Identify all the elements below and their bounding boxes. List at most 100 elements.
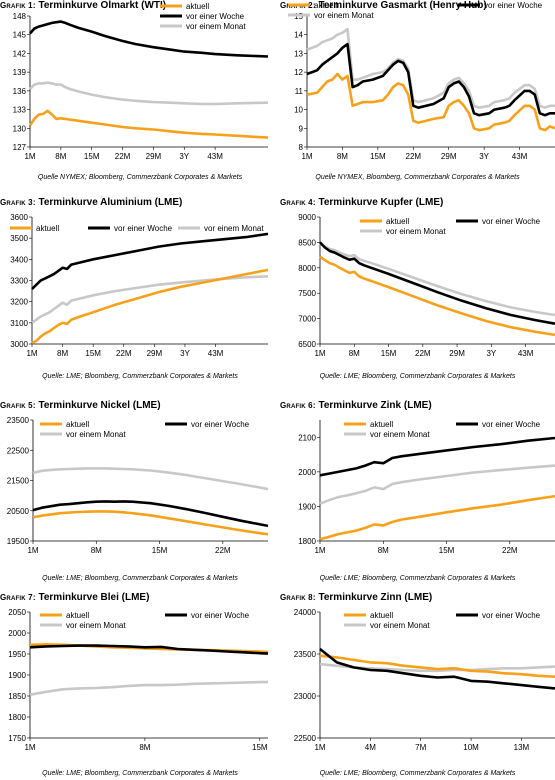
legend-label-3: vor einem Monat xyxy=(386,227,446,236)
y-tick-label: 2100 xyxy=(298,433,316,442)
x-tick-label: 3Y xyxy=(180,349,190,358)
legend-label-3: vor einem Monat xyxy=(66,430,126,439)
x-tick-label: 3Y xyxy=(179,152,189,161)
legend-label-2: vor einer Woche xyxy=(186,12,245,21)
chart-panel-7: Grafik 7: Terminkurve Blei (LME) 1750 180… xyxy=(0,592,280,780)
chart-title-prefix: Grafik 6: xyxy=(280,401,316,410)
x-tick-label: 29M xyxy=(147,349,163,358)
series-line-3 xyxy=(32,467,269,491)
chart-panel-2: Grafik 2: Terminkurve Gasmarkt (Henry Hu… xyxy=(280,0,555,195)
series-line-2 xyxy=(31,232,269,290)
x-tick-label: 43M xyxy=(512,152,528,161)
series-line-1 xyxy=(319,494,555,541)
chart-title-text: Terminkurve Aluminium (LME) xyxy=(38,197,183,208)
chart-plot: 19500 20500 21500 22500 23500 1M 8M 15M 22M aktue… xyxy=(7,416,269,555)
y-tick-label: 130 xyxy=(13,124,27,133)
legend-label-3: vor einem Monat xyxy=(204,224,264,233)
y-tick-label: 3300 xyxy=(10,277,28,286)
x-tick-label: 22M xyxy=(406,152,422,161)
legend-label-1: aktuell xyxy=(66,611,89,620)
series-line-2 xyxy=(319,647,555,690)
y-tick-label: 7500 xyxy=(298,289,316,298)
legend-label-1: aktuell xyxy=(66,420,89,429)
chart-title: Grafik 6: Terminkurve Zink (LME) xyxy=(280,400,432,411)
series-line-3 xyxy=(29,81,269,106)
legend-label-1: aktuell xyxy=(186,2,209,11)
series-line-1 xyxy=(319,255,555,337)
y-tick-label: 1900 xyxy=(8,671,26,680)
x-tick-label: 3Y xyxy=(479,152,489,161)
y-tick-label: 2000 xyxy=(8,629,26,638)
y-tick-label: 2000 xyxy=(298,468,316,477)
chart-title-prefix: Grafik 1: xyxy=(0,1,36,10)
y-tick-label: 23500 xyxy=(294,650,317,659)
y-tick-label: 127 xyxy=(13,143,27,152)
x-tick-label: 1M xyxy=(314,546,325,555)
y-tick-label: 148 xyxy=(13,12,27,21)
x-tick-label: 15M xyxy=(439,546,455,555)
chart-title: Grafik 8: Terminkurve Zinn (LME) xyxy=(280,592,432,603)
chart-title-prefix: Grafik 7: xyxy=(0,593,36,602)
legend-label-1: aktuell xyxy=(314,1,337,10)
chart-source: Quelle: LME; Bloomberg, Commerzbank Corp… xyxy=(42,575,238,582)
chart-title: Grafik 3: Terminkurve Aluminium (LME) xyxy=(0,197,182,208)
x-tick-label: 15M xyxy=(370,152,386,161)
x-tick-label: 13M xyxy=(514,743,530,752)
series-line-2 xyxy=(319,241,555,325)
chart-title-text: Terminkurve Gasmarkt (Henry Hub) xyxy=(318,0,487,11)
chart-source: Quelle NYMEX, Bloomberg, Commerzbank Cor… xyxy=(315,174,520,181)
chart-title: Grafik 1: Terminkurve Olmarkt (WTI) xyxy=(0,0,166,11)
x-tick-label: 29M xyxy=(146,152,162,161)
y-tick-label: 1800 xyxy=(8,713,26,722)
y-tick-label: 3000 xyxy=(10,340,28,349)
chart-title-prefix: Grafik 4: xyxy=(280,198,316,207)
series-line-1 xyxy=(28,109,269,139)
series-line-1 xyxy=(31,268,269,345)
x-tick-label: 8M xyxy=(337,152,348,161)
chart-title-prefix: Grafik 5: xyxy=(0,401,36,410)
series-line-3 xyxy=(29,680,268,696)
legend-label-1: aktuell xyxy=(370,611,393,620)
y-tick-label: 23000 xyxy=(294,692,317,701)
y-tick-label: 3100 xyxy=(10,319,28,328)
chart-title-text: Terminkurve Nickel (LME) xyxy=(38,400,161,411)
y-tick-label: 9 xyxy=(299,124,304,133)
x-tick-label: 15M xyxy=(152,546,168,555)
x-tick-label: 8M xyxy=(57,349,68,358)
y-tick-label: 11 xyxy=(295,87,304,96)
y-tick-label: 145 xyxy=(13,31,27,40)
y-tick-label: 24000 xyxy=(294,608,317,617)
x-tick-label: 15M xyxy=(85,349,101,358)
x-tick-label: 1M xyxy=(314,349,325,358)
legend-label-1: aktuell xyxy=(370,420,393,429)
chart-source: Quelle: LME; Bloomberg, Commerzbank Corp… xyxy=(319,770,516,777)
y-tick-label: 6500 xyxy=(298,340,316,349)
chart-title-prefix: Grafik 8: xyxy=(280,593,316,602)
chart-title-prefix: Grafik 3: xyxy=(0,198,36,207)
y-tick-label: 142 xyxy=(13,49,27,58)
series-line-2 xyxy=(32,500,269,528)
x-tick-label: 15M xyxy=(381,349,397,358)
y-tick-label: 23500 xyxy=(7,416,30,425)
chart-plot: 6500 7000 7500 8000 8500 9000 1M 8M 15M 22M 29M 3Y 4… xyxy=(298,213,555,358)
legend-label-2: vor einer Woche xyxy=(482,611,541,620)
chart-panel-8: Grafik 8: Terminkurve Zinn (LME) 22500 23… xyxy=(280,592,555,780)
series-line-3 xyxy=(319,242,555,317)
series-line-2 xyxy=(29,644,269,655)
x-tick-label: 43M xyxy=(518,349,534,358)
chart-panel-6: Grafik 6: Terminkurve Zink (LME) 1800 190… xyxy=(280,400,555,595)
y-tick-label: 13 xyxy=(294,49,303,58)
y-tick-label: 136 xyxy=(13,87,27,96)
y-tick-label: 1900 xyxy=(298,502,316,511)
chart-plot: 1750 1800 1850 1900 1950 2000 2050 1M 8M 15M aktue… xyxy=(8,608,269,752)
y-tick-label: 14 xyxy=(294,31,303,40)
chart-plot: 891011121314151M8M15M22M29M3Y43Maktuellv… xyxy=(288,1,555,161)
legend-label-2: vor einer Woche xyxy=(484,1,543,10)
x-tick-label: 1M xyxy=(314,743,325,752)
chart-title-text: Terminkurve Kupfer (LME) xyxy=(318,197,444,208)
legend-label-2: vor einer Woche xyxy=(191,611,250,620)
x-tick-label: 29M xyxy=(449,349,465,358)
y-tick-label: 9000 xyxy=(298,213,316,222)
x-tick-label: 15M xyxy=(84,152,100,161)
x-tick-label: 8M xyxy=(378,546,389,555)
